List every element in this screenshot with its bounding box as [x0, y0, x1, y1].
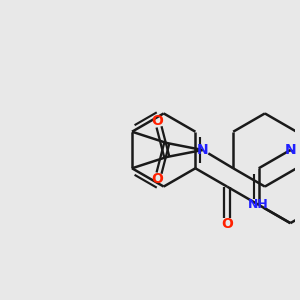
- Text: N: N: [285, 143, 296, 157]
- Text: N: N: [197, 143, 208, 157]
- Text: O: O: [221, 217, 233, 231]
- Text: O: O: [152, 172, 163, 187]
- Text: O: O: [152, 113, 163, 128]
- Text: NH: NH: [248, 198, 269, 212]
